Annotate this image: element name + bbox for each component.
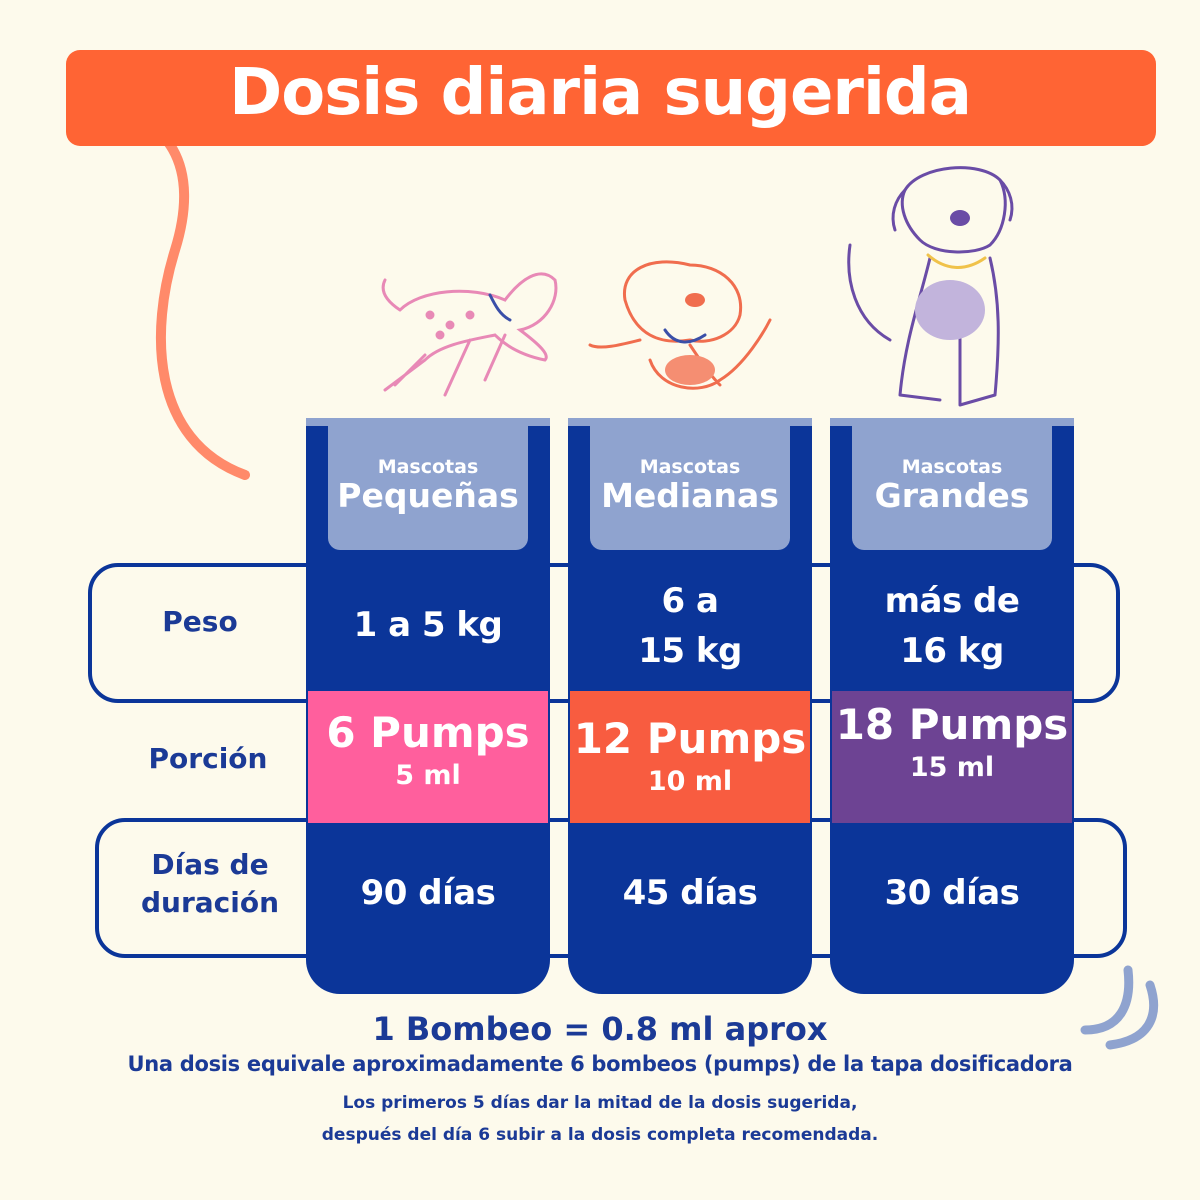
- instruction-line1: Los primeros 5 días dar la mitad de la d…: [342, 1093, 858, 1113]
- row-label-peso: Peso: [162, 605, 238, 638]
- medium-dog-icon: [588, 260, 772, 390]
- weight-large-line2: 16 kg: [900, 631, 1004, 671]
- row-label-dias: Días de duración: [110, 846, 310, 922]
- portion-small: 6 Pumps 5 ml: [308, 691, 548, 823]
- equivalence-text: 1 Bombeo = 0.8 ml aprox: [372, 1010, 828, 1048]
- weight-small: 1 a 5 kg: [306, 600, 550, 650]
- portion-small-ml: 5 ml: [395, 760, 461, 791]
- page-title: Dosis diaria sugerida: [229, 56, 972, 130]
- weight-medium-line1: 6 a: [661, 581, 719, 621]
- row-label-dias-line2: duración: [140, 886, 280, 919]
- days-medium: 45 días: [622, 873, 758, 913]
- weight-large-line1: más de: [884, 581, 1020, 621]
- portion-medium-pumps: 12 Pumps: [573, 714, 807, 763]
- header-large-size: Grandes: [874, 476, 1030, 515]
- weight-medium-line2: 15 kg: [638, 631, 742, 671]
- portion-medium-ml: 10 ml: [647, 766, 733, 797]
- title-banner: [66, 50, 1156, 146]
- large-dog-icon: [847, 166, 1014, 407]
- header-small-size: Pequeñas: [337, 476, 519, 515]
- portion-large: 18 Pumps 15 ml: [832, 691, 1072, 823]
- row-label-porcion: Porción: [148, 742, 268, 775]
- days-large: 30 días: [884, 873, 1020, 913]
- header-medium: Mascotas Medianas: [590, 426, 790, 550]
- portion-small-pumps: 6 Pumps: [326, 708, 530, 757]
- weight-small-line1: 1 a 5 kg: [353, 605, 503, 645]
- header-medium-size: Medianas: [601, 476, 779, 515]
- header-small: Mascotas Pequeñas: [328, 426, 528, 550]
- small-dog-icon: [381, 272, 558, 397]
- header-large: Mascotas Grandes: [852, 426, 1052, 550]
- header-large-label: Mascotas: [901, 456, 1003, 478]
- weight-large: más de 16 kg: [830, 576, 1074, 676]
- days-small: 90 días: [360, 873, 496, 913]
- header-medium-label: Mascotas: [639, 456, 741, 478]
- portion-medium: 12 Pumps 10 ml: [570, 691, 810, 823]
- weight-medium: 6 a 15 kg: [568, 576, 812, 676]
- portion-large-pumps: 18 Pumps: [835, 700, 1069, 749]
- row-label-dias-line1: Días de: [151, 848, 269, 881]
- dose-note: Una dosis equivale aproximadamente 6 bom…: [127, 1052, 1073, 1076]
- portion-large-ml: 15 ml: [909, 752, 995, 783]
- instruction-line2: después del día 6 subir a la dosis compl…: [321, 1125, 879, 1145]
- header-small-label: Mascotas: [377, 456, 479, 478]
